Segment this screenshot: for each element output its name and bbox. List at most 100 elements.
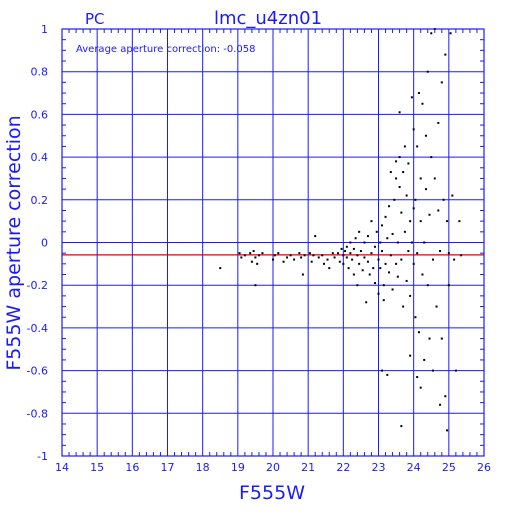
data-point [377,258,380,261]
data-point [317,256,320,259]
data-point [432,258,435,261]
data-point [416,145,419,148]
data-point [460,254,463,257]
data-point [363,241,366,244]
x-tick-label: 24 [407,461,421,474]
data-point [293,258,296,261]
data-point [419,220,422,223]
data-point [372,267,375,270]
y-tick-label: 0.6 [31,108,49,121]
data-point [409,294,412,297]
data-point [301,273,304,276]
data-point [435,305,438,308]
data-point [298,252,301,255]
data-point [433,177,436,180]
data-point [424,134,427,137]
y-tick-label: -0.4 [27,322,48,335]
data-point [363,256,366,259]
data-point [349,252,352,255]
data-point [342,262,345,265]
data-point [439,250,442,253]
x-tick-label: 14 [55,461,69,474]
data-point [403,230,406,233]
data-point [377,292,380,295]
data-point [393,198,396,201]
data-point [414,198,417,201]
data-point [388,205,391,208]
data-point [326,258,329,261]
x-tick-labels: 14 15 16 17 18 19 20 21 22 23 24 25 26 [55,461,491,474]
y-tick-labels: -1 -0.8 -0.6 -0.4 -0.2 0 0.2 0.4 0.6 0.8 1 [27,23,48,463]
data-point [395,177,398,180]
data-point [410,96,413,99]
data-point [240,256,243,259]
data-point [365,301,368,304]
data-point [300,256,303,259]
data-point [400,258,403,261]
data-point [407,162,410,165]
x-tick-label: 18 [196,461,210,474]
data-point [254,284,257,287]
data-point [252,250,255,253]
data-points [219,28,463,432]
data-point [389,254,392,257]
data-point [430,156,433,159]
y-tick-label: -1 [37,450,48,463]
data-point [405,279,408,282]
data-point [272,258,274,261]
data-point [254,256,257,259]
data-point [396,275,399,278]
data-point [345,256,348,259]
data-point [358,230,361,233]
data-point [446,429,449,432]
data-point [333,256,336,259]
y-tick-label: 0.8 [31,66,49,79]
data-point [386,373,389,376]
data-point [454,369,457,372]
data-point [356,284,359,287]
y-tick-label: 0 [41,237,48,250]
data-point [388,271,391,274]
data-point [249,252,252,255]
data-point [400,425,403,428]
data-point [414,316,417,319]
x-tick-label: 26 [477,461,491,474]
data-point [356,254,359,257]
data-point [402,305,405,308]
data-point [321,254,324,257]
data-point [256,262,259,265]
data-point [417,331,420,334]
data-point [289,254,292,257]
data-point [373,245,376,248]
data-point [382,299,385,302]
data-point [424,188,427,191]
y-tick-label: -0.8 [27,407,48,420]
data-point [451,194,454,197]
data-point [398,185,401,188]
data-point [352,247,355,250]
data-point [440,337,443,340]
data-point [442,198,445,201]
y-axis-label: F555W aperture correction [3,115,25,370]
x-tick-label: 17 [161,461,175,474]
data-point [370,252,373,255]
y-tick-label: -0.6 [27,365,48,378]
data-point [386,237,389,240]
data-point [402,171,405,174]
data-point [453,258,456,261]
x-tick-label: 23 [372,461,386,474]
data-point [342,254,345,257]
data-point [345,245,348,248]
data-point [261,252,264,255]
data-point [391,288,394,291]
corner-label: PC [85,10,105,28]
data-point [395,160,398,163]
data-point [395,262,398,265]
data-point [405,194,408,197]
data-point [391,232,394,235]
data-point [444,395,447,398]
data-point [354,237,357,240]
data-point [331,252,334,255]
data-point [407,250,410,253]
